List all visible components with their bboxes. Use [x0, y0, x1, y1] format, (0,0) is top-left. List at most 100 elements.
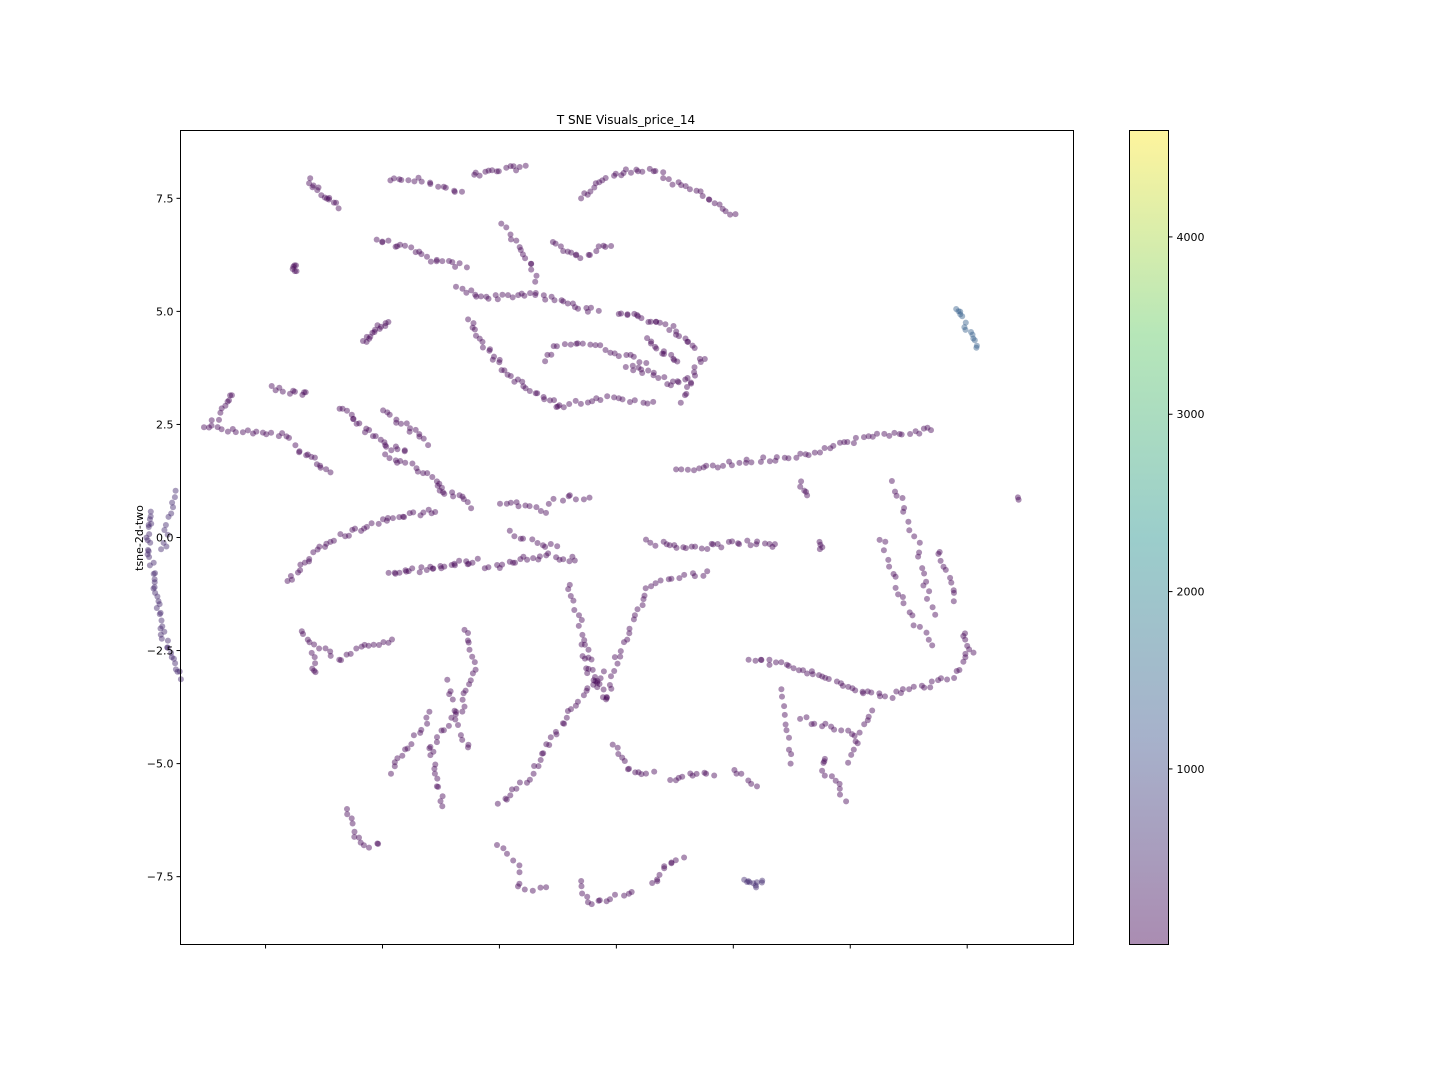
scatter-point: [552, 240, 559, 247]
scatter-point: [647, 539, 654, 546]
scatter-point: [596, 179, 603, 186]
scatter-point: [688, 380, 695, 387]
scatter-point: [391, 175, 397, 182]
scatter-point: [804, 670, 811, 677]
scatter-point: [659, 350, 666, 357]
scatter-point: [457, 732, 464, 739]
scatter-point: [214, 424, 221, 431]
scatter-point: [416, 569, 423, 576]
scatter-point: [679, 773, 686, 780]
scatter-point: [297, 561, 304, 568]
scatter-point: [753, 879, 760, 886]
scatter-point: [510, 163, 517, 170]
scatter-point: [758, 879, 765, 886]
scatter-point: [566, 492, 573, 499]
scatter-point: [860, 690, 867, 697]
scatter-point: [374, 840, 381, 847]
scatter-point: [783, 661, 790, 668]
scatter-point: [442, 184, 449, 191]
scatter-point: [643, 536, 649, 543]
scatter-point: [959, 313, 966, 320]
scatter-point: [700, 572, 707, 579]
scatter-point: [287, 390, 293, 397]
scatter-point: [156, 601, 163, 608]
scatter-point: [585, 251, 592, 258]
scatter-point: [643, 360, 650, 366]
scatter-point: [888, 478, 895, 484]
scatter-point: [671, 542, 678, 549]
axis-ticks: 7.5 5.0 2.5 0.0 −2.5 −5.0 −7.5: [147, 192, 968, 949]
scatter-point: [491, 353, 497, 360]
scatter-point: [520, 383, 527, 390]
scatter-point: [639, 168, 646, 175]
scatter-point: [158, 635, 165, 642]
scatter-point: [688, 543, 695, 550]
scatter-point: [633, 166, 640, 173]
scatter-point: [664, 381, 671, 388]
scatter-point: [296, 448, 303, 455]
scatter-point: [308, 649, 315, 656]
scatter-point: [432, 509, 439, 515]
scatter-point: [389, 636, 395, 643]
scatter-point: [469, 670, 476, 677]
scatter-point: [920, 582, 927, 589]
scatter-point: [797, 483, 804, 490]
scatter-point: [537, 757, 544, 763]
scatter-point: [318, 192, 325, 199]
scatter-point: [653, 318, 659, 325]
scatter-point: [322, 543, 328, 550]
scatter-point: [634, 312, 640, 318]
scatter-point: [647, 340, 654, 347]
scatter-point: [962, 326, 969, 333]
scatter-point: [956, 667, 963, 673]
scatter-point: [797, 450, 804, 457]
scatter-point: [496, 356, 503, 363]
scatter-point: [618, 172, 625, 179]
scatter-point: [691, 345, 698, 351]
scatter-point: [962, 319, 969, 326]
scatter-point: [683, 390, 690, 397]
scatter-point: [465, 560, 472, 567]
scatter-point: [534, 540, 541, 546]
scatter-point: [656, 319, 663, 326]
scatter-point: [732, 211, 739, 218]
scatter-point: [923, 578, 930, 585]
scatter-point: [429, 474, 436, 480]
scatter-point: [948, 579, 955, 586]
scatter-point: [797, 715, 804, 722]
scatter-point: [150, 585, 157, 592]
scatter-point: [158, 617, 165, 624]
scatter-point: [676, 333, 682, 340]
scatter-point: [634, 606, 641, 613]
scatter-point: [553, 731, 560, 738]
scatter-point: [660, 348, 667, 355]
scatter-point: [961, 324, 968, 331]
scatter-point: [944, 676, 951, 683]
scatter-point: [510, 559, 516, 566]
scatter-point: [682, 545, 689, 552]
scatter-point: [1015, 496, 1022, 503]
scatter-point: [224, 428, 231, 435]
scatter-point: [464, 561, 471, 568]
scatter-point: [224, 398, 231, 405]
scatter-point: [572, 496, 579, 503]
scatter-point: [402, 459, 409, 466]
scatter-point: [381, 439, 388, 446]
scatter-point: [387, 177, 394, 184]
scatter-point: [852, 738, 859, 745]
scatter-point: [483, 293, 490, 300]
scatter-point: [578, 617, 585, 623]
scatter-point: [574, 340, 581, 347]
scatter-point: [607, 349, 614, 356]
scatter-point: [759, 877, 766, 884]
scatter-point: [836, 785, 843, 792]
scatter-point: [603, 694, 610, 701]
scatter-point: [417, 729, 424, 736]
scatter-point: [459, 708, 466, 715]
scatter-point: [738, 770, 745, 777]
scatter-point: [465, 741, 472, 748]
scatter-point: [889, 695, 896, 701]
scatter-point: [427, 181, 434, 187]
scatter-point: [704, 568, 711, 575]
scatter-point: [460, 690, 467, 697]
